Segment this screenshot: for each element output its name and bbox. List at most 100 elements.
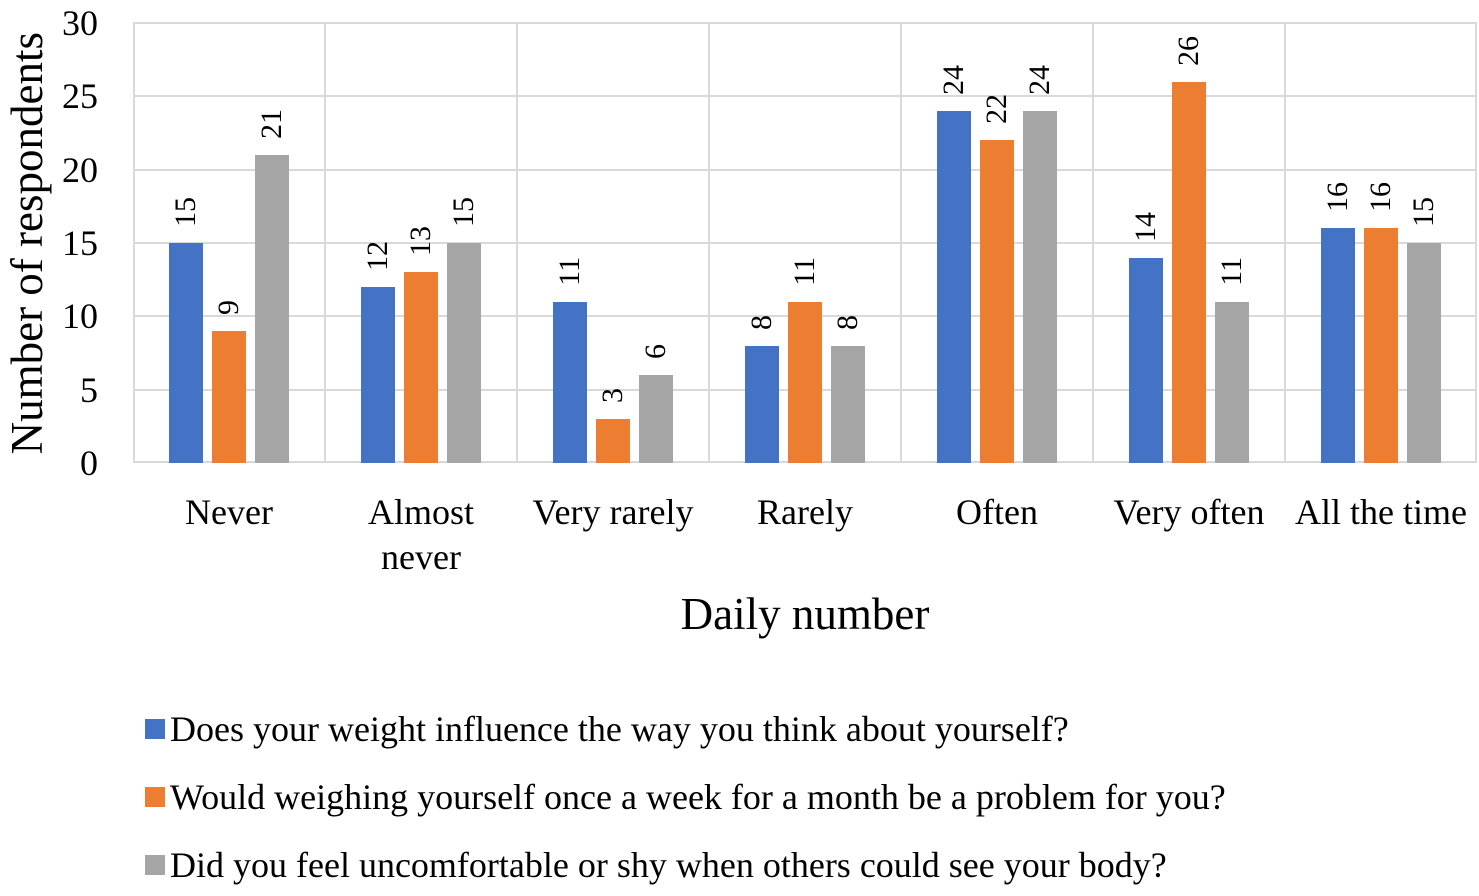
y-tick-label: 5 (80, 369, 98, 410)
bar-group: 16 16 15 (1285, 23, 1477, 463)
bar (1172, 81, 1206, 463)
bar-value-label: 16 (1364, 182, 1398, 213)
bar-value-label: 14 (1129, 211, 1163, 242)
bar-value-label: 8 (831, 314, 865, 330)
bar (553, 301, 587, 463)
bar (1321, 228, 1355, 463)
bar-value-label: 6 (639, 344, 673, 359)
legend-item: Would weighing yourself once a week for … (145, 776, 1226, 818)
y-tick-label: 25 (62, 76, 98, 117)
gridline-vertical (323, 23, 326, 463)
bar-with-label: 6 (639, 23, 673, 463)
x-tick-label: Very rarely (532, 492, 694, 532)
y-tick-label: 20 (62, 149, 98, 190)
y-tick-label: 10 (62, 296, 98, 337)
legend: Does your weight influence the way you t… (145, 708, 1226, 886)
bar-value-label: 11 (788, 256, 822, 286)
bar-value-label: 26 (1172, 35, 1206, 66)
bar-with-label: 11 (1215, 23, 1249, 463)
legend-item: Does your weight influence the way you t… (145, 708, 1226, 750)
bar-with-label: 11 (553, 23, 587, 463)
gridline-vertical (515, 23, 518, 463)
gridline-vertical (899, 23, 902, 463)
bar-with-label: 16 (1364, 23, 1398, 463)
bar (1364, 228, 1398, 463)
legend-swatch-icon (145, 719, 165, 739)
bar (1215, 301, 1249, 463)
bar-with-label: 16 (1321, 23, 1355, 463)
x-axis-ticks: Never Almost never Very rarely Rarely Often Ve… (133, 490, 1477, 580)
bar (1407, 243, 1441, 463)
bar-with-label: 3 (596, 23, 630, 463)
bar-groups: 15 9 21 12 13 15 11 3 6 8 11 8 24 22 24 14 26 11 16 16 15 (133, 23, 1477, 463)
gridline-vertical (1475, 23, 1477, 463)
bar-with-label: 9 (212, 23, 246, 463)
bar-with-label: 11 (788, 23, 822, 463)
bar-with-label: 12 (361, 23, 395, 463)
gridline-vertical (708, 23, 710, 463)
bar-value-label: 15 (169, 197, 203, 227)
bar (404, 272, 438, 463)
bar-with-label: 15 (447, 23, 481, 463)
bar-with-label: 14 (1129, 23, 1163, 463)
bar (745, 345, 779, 463)
gridline-horizontal (133, 168, 1477, 171)
bar (937, 111, 971, 463)
bar-value-label: 15 (1407, 197, 1441, 227)
gridline-horizontal (133, 22, 1477, 24)
bar-group: 14 26 11 (1093, 23, 1285, 463)
bar (169, 243, 203, 463)
bar-value-label: 16 (1321, 182, 1355, 213)
bar (788, 301, 822, 463)
bar (447, 243, 481, 463)
bar-value-label: 13 (404, 226, 438, 257)
bar-value-label: 9 (212, 300, 246, 315)
bar-with-label: 21 (255, 23, 289, 463)
gridline-vertical (1284, 23, 1286, 463)
y-axis-ticks: 0 5 10 15 20 25 30 (0, 5, 98, 481)
y-tick-label: 30 (62, 3, 98, 43)
gridline-horizontal (133, 242, 1477, 244)
bar-group: 8 11 8 (709, 23, 901, 463)
bar (639, 375, 673, 463)
bar-value-label: 8 (745, 314, 779, 330)
bar (1023, 111, 1057, 463)
plot-area: 15 9 21 12 13 15 11 3 6 8 11 8 24 22 24 14 26 11 16 16 15 (133, 22, 1477, 463)
legend-label: Does your weight influence the way you t… (170, 709, 1069, 749)
bar-with-label: 8 (831, 23, 865, 463)
bar-value-label: 12 (361, 241, 395, 271)
x-tick-label: Almost never (367, 492, 474, 577)
gridline-horizontal (133, 95, 1477, 98)
bar-with-label: 15 (169, 23, 203, 463)
bar-with-label: 15 (1407, 23, 1441, 463)
bar-value-label: 15 (447, 197, 481, 227)
gridline-vertical (1092, 23, 1094, 463)
legend-swatch-icon (145, 855, 165, 875)
bar-value-label: 24 (937, 65, 971, 95)
x-tick-label: Never (185, 492, 273, 532)
bar-with-label: 26 (1172, 23, 1206, 463)
x-axis-title: Daily number (680, 589, 930, 639)
bar (1129, 257, 1163, 463)
bar (212, 331, 246, 463)
bar-with-label: 24 (937, 23, 971, 463)
bar-with-label: 24 (1023, 23, 1057, 463)
bar-group: 11 3 6 (517, 23, 709, 463)
bar-value-label: 11 (1215, 256, 1249, 286)
x-tick-label: Very often (1113, 492, 1265, 532)
gridline-vertical (133, 23, 135, 463)
bar (596, 419, 630, 463)
x-tick-label: All the time (1295, 492, 1467, 532)
bar-value-label: 11 (553, 256, 587, 286)
bar-value-label: 24 (1023, 65, 1057, 95)
bar-with-label: 13 (404, 23, 438, 463)
bar (361, 287, 395, 463)
bar-with-label: 8 (745, 23, 779, 463)
bar-value-label: 21 (255, 109, 289, 139)
bar-group: 12 13 15 (325, 23, 517, 463)
legend-label: Did you feel uncomfortable or shy when o… (170, 845, 1167, 885)
bar (980, 140, 1014, 463)
legend-label: Would weighing yourself once a week for … (170, 777, 1226, 817)
bar-value-label: 3 (596, 388, 630, 403)
